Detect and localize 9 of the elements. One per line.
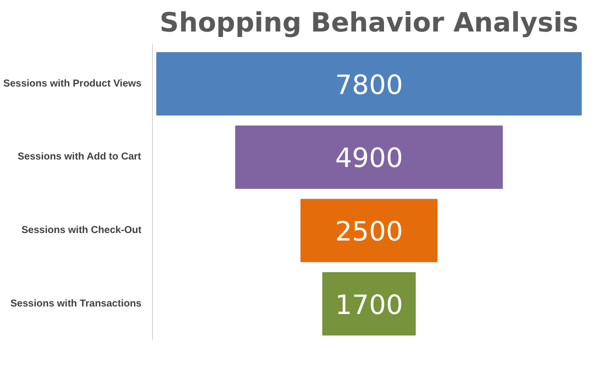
category-label: Sessions with Check-Out — [21, 225, 142, 236]
data-label: 1700 — [335, 290, 403, 321]
data-label: 2500 — [335, 216, 403, 248]
category-label: Sessions with Transactions — [10, 298, 142, 310]
text: Shopping Behavior Analysis — [160, 8, 578, 38]
data-label: 7800 — [335, 70, 403, 101]
data-label: 4900 — [335, 143, 403, 174]
category-label: Sessions with Product Views — [3, 78, 142, 90]
category-label: Sessions with Add to Cart — [18, 152, 142, 163]
